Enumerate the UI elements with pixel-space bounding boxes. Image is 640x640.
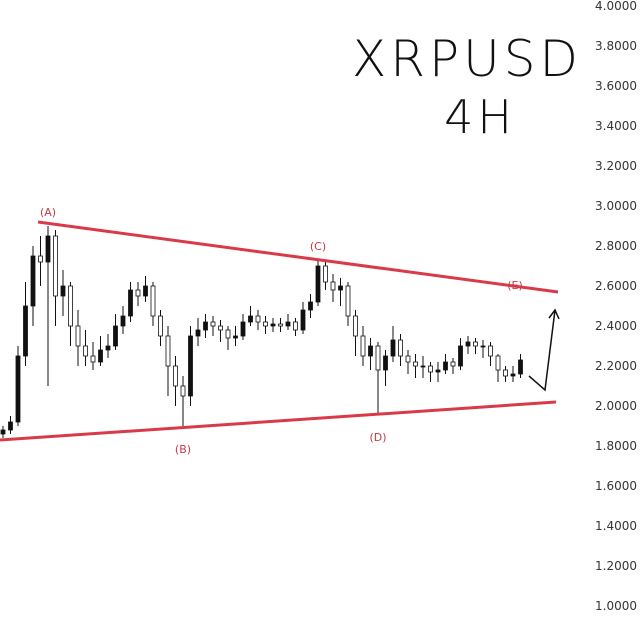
candle-body xyxy=(188,335,193,397)
candle-body xyxy=(128,289,133,317)
y-tick-label: 3.4000 xyxy=(595,119,637,133)
candle-body xyxy=(368,345,373,357)
y-tick-label: 3.6000 xyxy=(595,79,637,93)
candle-body xyxy=(0,429,6,435)
candle-body xyxy=(173,365,178,387)
y-tick-label: 1.2000 xyxy=(595,559,637,573)
candle-body xyxy=(203,321,208,331)
candle-body xyxy=(420,365,426,368)
candle-body xyxy=(225,329,231,339)
candle-body xyxy=(30,255,36,307)
candle-body xyxy=(383,355,388,371)
candle-body xyxy=(465,341,471,347)
candle-body xyxy=(510,373,516,377)
candle-body xyxy=(180,385,186,397)
wave-label: (C) xyxy=(310,240,326,253)
candle-body xyxy=(38,255,43,263)
candle-body xyxy=(98,349,103,363)
y-tick-label: 3.0000 xyxy=(595,199,637,213)
projection-arrow xyxy=(528,309,556,392)
candle-body xyxy=(158,315,163,337)
y-tick-label: 1.6000 xyxy=(595,479,637,493)
candle-body xyxy=(495,355,501,371)
chart-title-timeframe: 4H xyxy=(444,90,516,144)
candle-body xyxy=(345,285,351,317)
candle-body xyxy=(8,421,13,431)
candle-body xyxy=(240,321,246,337)
wave-label: (D) xyxy=(369,431,386,444)
candle-body xyxy=(353,315,358,337)
y-tick-label: 2.6000 xyxy=(595,279,637,293)
candle-body xyxy=(150,285,156,317)
candle-body xyxy=(270,323,276,327)
y-tick-label: 1.4000 xyxy=(595,519,637,533)
wave-label: (E) xyxy=(507,279,523,292)
y-tick-label: 1.0000 xyxy=(595,599,637,613)
y-tick-label: 1.8000 xyxy=(595,439,637,453)
candle-body xyxy=(165,335,171,367)
candle-body xyxy=(218,325,223,331)
candle-body xyxy=(518,359,523,375)
wave-label: (A) xyxy=(40,206,56,219)
candle-body xyxy=(105,345,111,351)
candle-body xyxy=(503,369,508,377)
candle-body xyxy=(330,281,336,291)
candle-body xyxy=(413,361,418,367)
candle-body xyxy=(338,285,343,291)
y-tick-label: 3.8000 xyxy=(595,39,637,53)
candle-body xyxy=(390,339,396,357)
candle-body xyxy=(435,369,441,373)
candle-body xyxy=(398,339,403,357)
candle-body xyxy=(405,355,411,363)
candle-body xyxy=(75,325,81,347)
y-tick-label: 2.0000 xyxy=(595,399,637,413)
candle-body xyxy=(458,345,463,367)
lower-trendline xyxy=(0,400,557,442)
candle-body xyxy=(360,335,366,357)
upper-trendline xyxy=(37,220,559,294)
candle-body xyxy=(285,321,291,327)
y-tick-label: 2.2000 xyxy=(595,359,637,373)
candle-body xyxy=(195,329,201,337)
y-tick-label: 3.2000 xyxy=(595,159,637,173)
candle-body xyxy=(488,345,493,357)
candle-body xyxy=(450,361,456,367)
candle-body xyxy=(300,309,306,331)
chart-title-symbol: XRPUSD xyxy=(352,30,582,88)
candle-body xyxy=(210,321,216,327)
candle-body xyxy=(255,315,261,323)
candle-body xyxy=(263,321,268,327)
candle-body xyxy=(83,345,88,357)
candle-body xyxy=(233,335,238,339)
candle-body xyxy=(323,265,328,283)
candle-body xyxy=(315,265,321,303)
y-tick-label: 2.8000 xyxy=(595,239,637,253)
candle-body xyxy=(45,235,51,263)
y-tick-label: 4.0000 xyxy=(595,0,637,13)
y-tick-label: 2.4000 xyxy=(595,319,637,333)
candle-body xyxy=(60,285,66,297)
candle-body xyxy=(143,285,148,297)
candle-body xyxy=(248,315,253,323)
candle-body xyxy=(23,305,28,357)
candle-body xyxy=(53,235,58,297)
candle-body xyxy=(480,345,486,348)
candle-body xyxy=(90,355,96,363)
candle-body xyxy=(278,323,283,327)
candle-body xyxy=(428,365,433,373)
candle-body xyxy=(293,321,298,331)
wave-label: (B) xyxy=(175,443,191,456)
candle-body xyxy=(68,285,73,327)
candle-body xyxy=(473,341,478,347)
candle-body xyxy=(308,301,313,311)
candle-body xyxy=(120,315,126,327)
candle-body xyxy=(113,325,118,347)
candle-body xyxy=(375,345,381,371)
arrow-head-icon xyxy=(548,308,560,320)
candle-body xyxy=(443,361,448,371)
candle-body xyxy=(135,289,141,297)
candle-body xyxy=(15,355,21,423)
